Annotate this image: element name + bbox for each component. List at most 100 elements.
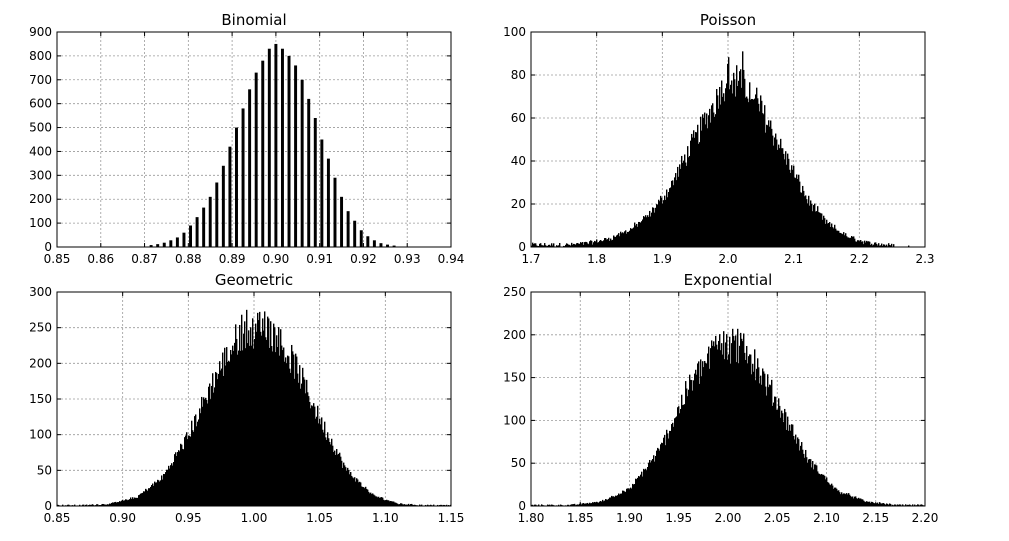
bar	[736, 362, 738, 506]
bar	[841, 492, 843, 506]
bar	[314, 406, 316, 506]
bar	[706, 363, 708, 506]
bar	[825, 223, 827, 247]
bar	[602, 499, 604, 506]
bar	[828, 482, 830, 506]
bar	[674, 177, 676, 247]
bar	[681, 394, 683, 506]
bar	[548, 504, 550, 506]
bar	[861, 241, 863, 247]
bar	[214, 387, 216, 506]
bar	[284, 361, 286, 506]
bar	[395, 502, 397, 506]
bar	[287, 55, 291, 248]
bar	[231, 354, 233, 506]
bar	[883, 503, 885, 506]
bar	[669, 430, 671, 506]
bar	[705, 124, 707, 247]
y-tick-label: 150	[503, 371, 526, 385]
bar	[324, 421, 326, 506]
bar	[814, 203, 816, 247]
bar	[410, 504, 412, 506]
bar	[622, 490, 624, 506]
bar	[683, 404, 685, 506]
bar	[747, 98, 749, 247]
bar	[326, 158, 330, 247]
bar	[721, 80, 723, 247]
bar	[816, 211, 818, 247]
bar	[657, 447, 659, 506]
bar	[551, 504, 553, 506]
bar	[573, 243, 575, 247]
x-tick-label: 0.94	[438, 252, 465, 266]
bar	[849, 494, 851, 506]
bar	[893, 244, 895, 247]
bar	[668, 192, 670, 247]
bar	[888, 243, 890, 247]
bar	[164, 474, 166, 506]
bar	[178, 450, 180, 506]
bar	[902, 504, 904, 506]
bar	[800, 192, 802, 247]
bar	[809, 205, 811, 247]
x-tick-label: 0.90	[109, 511, 136, 525]
bar	[319, 418, 321, 506]
bar	[79, 504, 81, 506]
bar	[711, 105, 713, 248]
bar	[333, 177, 337, 247]
bar	[687, 396, 689, 506]
bar	[689, 374, 691, 506]
bar	[842, 494, 844, 506]
bar	[340, 196, 344, 247]
bar	[74, 504, 76, 506]
bar	[169, 240, 173, 247]
bar	[725, 88, 727, 247]
bar	[845, 233, 847, 247]
bar	[858, 240, 860, 247]
bar	[318, 423, 320, 506]
bar	[427, 504, 429, 506]
bar	[813, 205, 815, 247]
bar	[139, 494, 141, 506]
bar	[604, 238, 606, 247]
bar	[592, 502, 594, 506]
x-tick-label: 0.86	[87, 252, 114, 266]
bar	[218, 373, 220, 506]
bar	[620, 493, 622, 506]
bar	[714, 346, 716, 506]
bar	[823, 474, 825, 506]
bar	[134, 497, 136, 506]
bar	[531, 504, 533, 506]
bar	[209, 383, 211, 506]
bar	[900, 504, 902, 506]
bar	[346, 470, 348, 506]
bar	[854, 238, 856, 247]
bar	[746, 96, 748, 247]
bar	[889, 503, 891, 506]
bar	[332, 445, 334, 506]
bar	[348, 469, 350, 506]
y-tick-label: 50	[37, 463, 52, 477]
bar	[110, 503, 112, 506]
bar	[160, 480, 162, 506]
x-tick-label: 1.05	[306, 511, 333, 525]
bar	[92, 504, 94, 506]
bar	[274, 327, 276, 506]
bar	[182, 232, 186, 247]
bar	[359, 481, 361, 506]
x-tick-label: 0.87	[131, 252, 158, 266]
bar	[797, 437, 799, 506]
bar	[603, 240, 605, 247]
bar	[188, 435, 190, 506]
bar	[694, 137, 696, 247]
bar	[591, 503, 593, 506]
bar	[765, 386, 767, 506]
bar	[176, 456, 178, 506]
bar	[758, 103, 760, 248]
bar	[549, 504, 551, 506]
x-tick-label: 1.10	[372, 511, 399, 525]
bar	[835, 228, 837, 247]
bar	[400, 503, 402, 506]
bar	[625, 492, 627, 506]
bar	[228, 146, 232, 247]
